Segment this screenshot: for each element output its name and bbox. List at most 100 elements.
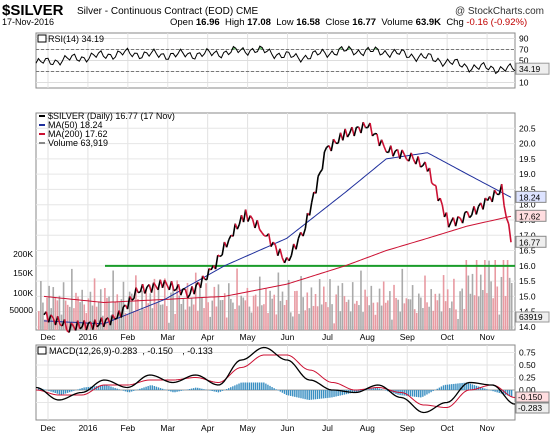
price-segment <box>272 241 277 246</box>
volume-bar <box>403 303 406 330</box>
macd-legend-entry: MACD(12,26,9) <box>49 346 112 356</box>
price-segment <box>111 314 116 320</box>
macd-histogram-bar <box>356 390 358 392</box>
volume-bar <box>68 306 71 330</box>
price-segment <box>445 212 450 228</box>
price-segment <box>161 279 166 289</box>
macd-histogram-bar <box>145 386 147 390</box>
volume-bar <box>157 287 160 330</box>
macd-histogram-bar <box>269 385 271 390</box>
macd-histogram-bar <box>314 390 317 400</box>
volume-bar <box>345 301 348 330</box>
macd-histogram-bar <box>267 384 269 390</box>
macd-histogram-bar <box>411 390 414 397</box>
macd-histogram-bar <box>172 390 174 393</box>
volume-bar <box>465 260 468 330</box>
macd-histogram-bar <box>506 390 509 396</box>
macd-histogram-bar <box>60 390 63 395</box>
macd-histogram-bar <box>66 390 69 393</box>
macd-histogram-bar <box>256 382 259 390</box>
volume-bar <box>494 260 497 330</box>
price-segment <box>177 284 182 296</box>
volume-label: Volume <box>381 17 414 28</box>
price-segment <box>353 127 358 137</box>
macd-histogram-bar <box>353 390 356 393</box>
macd-histogram-bar <box>486 389 488 390</box>
macd-histogram-bar <box>502 390 505 395</box>
volume-bar <box>184 309 187 330</box>
price-segment <box>94 319 98 328</box>
macd-last-value-tag-bg <box>515 391 550 403</box>
macd-histogram-bar <box>58 390 61 395</box>
macd-histogram-bar <box>463 382 465 390</box>
price-segment <box>507 223 512 243</box>
volume-bar <box>384 302 387 330</box>
price-segment <box>283 257 288 264</box>
price-segment <box>493 189 498 195</box>
macd-histogram-bar <box>370 388 372 390</box>
volume-bar <box>444 301 447 330</box>
volume-bar <box>256 306 259 330</box>
volume-bar <box>143 308 145 330</box>
volume-bar <box>186 282 189 330</box>
macd-histogram-bar <box>436 388 438 390</box>
macd-histogram-bar <box>209 390 211 391</box>
volume-bar <box>277 272 280 330</box>
price-segment <box>403 154 408 160</box>
price-segment <box>420 164 424 168</box>
volume-bar <box>376 302 379 330</box>
macd-histogram-bar <box>215 390 218 392</box>
volume-bar <box>203 308 205 330</box>
volume-bar <box>116 294 119 330</box>
price-segment <box>152 282 157 287</box>
macd-histogram-bar <box>112 387 114 390</box>
volume-bar <box>182 298 185 330</box>
price-segment <box>264 234 267 237</box>
price-segment <box>500 183 505 206</box>
volume-bar <box>401 268 404 330</box>
volume-bar <box>161 304 164 330</box>
price-segment <box>179 288 184 296</box>
volume-bar <box>372 302 375 330</box>
price-tick-label: 16.5 <box>519 246 536 256</box>
macd-histogram-bar <box>110 386 112 390</box>
volume-bar <box>250 312 253 330</box>
volume-bar <box>135 275 137 330</box>
volume-bar <box>38 311 40 330</box>
volume-bar <box>163 278 166 330</box>
macd-histogram-bar <box>320 390 323 399</box>
macd-histogram-bar <box>176 390 178 392</box>
price-segment <box>466 211 471 218</box>
volume-bar <box>207 302 209 330</box>
volume-bar <box>426 302 428 330</box>
macd-histogram-bar <box>475 385 478 390</box>
volume-bar <box>389 291 391 330</box>
price-segment <box>274 245 279 256</box>
volume-bar <box>418 293 420 330</box>
macd-histogram-bar <box>376 387 379 390</box>
macd-histogram-bar <box>296 390 298 398</box>
volume-bar <box>364 289 366 330</box>
ma50-line <box>43 152 512 325</box>
macd-last-value-tag-bg <box>515 402 550 414</box>
macd-histogram-bar <box>106 385 108 390</box>
volume-bar <box>52 287 55 330</box>
macd-histogram-bar <box>203 389 205 390</box>
macd-histogram-bar <box>372 388 374 390</box>
volume-bar <box>197 310 199 330</box>
volume-bar <box>428 306 430 330</box>
volume-bar <box>79 302 81 330</box>
macd-histogram-bar <box>102 385 104 390</box>
volume-bar <box>145 290 147 330</box>
macd-histogram-bar <box>300 390 302 399</box>
volume-bar <box>60 314 63 330</box>
macd-histogram-bar <box>469 383 472 390</box>
macd-histogram-bar <box>298 390 300 398</box>
price-x-label: Feb <box>121 332 136 342</box>
volume-bar <box>56 300 59 330</box>
open-label: Open <box>170 17 194 28</box>
volume-bar <box>498 314 501 330</box>
volume-bar <box>337 285 340 330</box>
macd-histogram-bar <box>405 390 408 396</box>
price-segment <box>392 150 397 157</box>
